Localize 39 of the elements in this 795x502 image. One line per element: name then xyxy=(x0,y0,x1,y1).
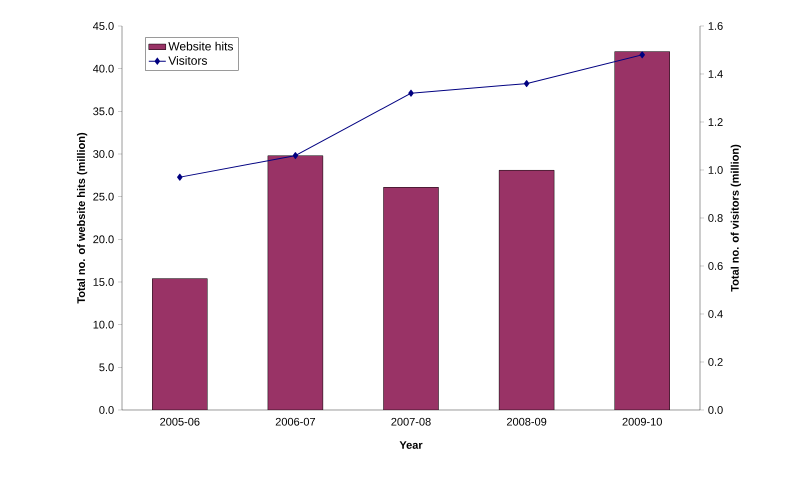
x-tick-label: 2006-07 xyxy=(276,418,316,426)
bar xyxy=(268,156,323,410)
y2-axis-title: Total no. of visitors (million) xyxy=(730,144,741,292)
y-tick-label: 10.0 xyxy=(94,320,114,329)
point xyxy=(177,174,183,181)
x-tick-label: 2005-06 xyxy=(160,418,200,426)
y-tick-label: 40.0 xyxy=(92,64,114,73)
y-tick-label: 5.0 xyxy=(99,363,114,372)
y-tick-label: 25.0 xyxy=(93,192,114,201)
legend-label: Website hits xyxy=(168,42,233,51)
x-tick-label: 2008-09 xyxy=(506,418,546,426)
point xyxy=(292,152,298,160)
y2-tick-label: 1.0 xyxy=(708,166,723,174)
y-tick-label: 35.0 xyxy=(93,107,114,116)
y-tick-label: 15.0 xyxy=(94,278,114,286)
x-tick-label: 2009-10 xyxy=(622,418,662,426)
point xyxy=(408,90,414,97)
y-tick-label: 30.0 xyxy=(93,150,114,158)
y2-tick-label: 1.2 xyxy=(708,118,723,126)
y2-tick-label: 1.6 xyxy=(708,22,723,30)
y2-tick-label: 1.4 xyxy=(708,70,723,78)
y2-tick-label: 0.2 xyxy=(708,358,723,366)
point xyxy=(639,51,645,58)
bar xyxy=(499,170,554,410)
y-tick-label: 20.0 xyxy=(93,235,114,244)
y2-tick-label: 0.4 xyxy=(708,310,723,318)
x-tick-label: 2007-08 xyxy=(391,418,431,426)
y2-tick-label: 0.6 xyxy=(708,262,723,270)
bar xyxy=(614,51,670,410)
y2-tick-label: 0.8 xyxy=(708,214,723,222)
point xyxy=(524,80,530,88)
x-axis-title: Year xyxy=(400,441,422,449)
bar xyxy=(384,187,439,410)
y2-tick-label: 0.0 xyxy=(708,406,723,414)
y-axis-title: Total no. of website hits (million) xyxy=(76,132,88,304)
legend-label: Visitors xyxy=(168,56,207,65)
y-tick-label: 45.0 xyxy=(92,22,114,30)
bar xyxy=(152,278,208,410)
y-tick-label: 0.0 xyxy=(99,406,114,414)
